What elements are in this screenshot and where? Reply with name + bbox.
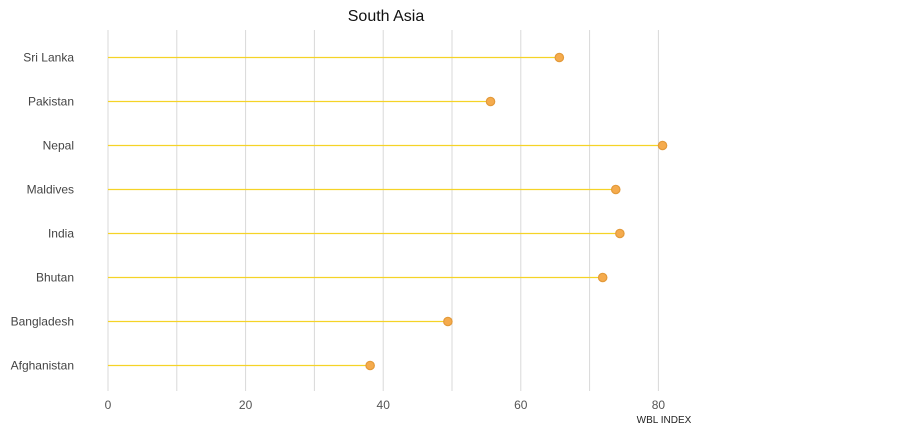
x-tick-label: 0	[105, 398, 112, 412]
category-label: Sri Lanka	[23, 51, 74, 65]
x-axis-title: WBL INDEX	[637, 415, 692, 426]
lollipop-stems	[108, 56, 663, 367]
lollipop-marker	[657, 140, 668, 151]
lollipop-marker	[610, 184, 621, 195]
x-tick-labels: 0 20 40 60 80	[105, 398, 666, 412]
lollipop-marker	[615, 228, 625, 239]
category-label: Afghanistan	[11, 359, 74, 373]
category-label: Nepal	[43, 139, 74, 153]
x-tick-label: 60	[514, 398, 528, 412]
lollipop-marker	[443, 316, 453, 327]
chart-title: South Asia	[348, 8, 425, 25]
lollipop-marker	[554, 52, 565, 63]
lollipop-marker	[485, 96, 496, 107]
category-label: Bhutan	[36, 271, 74, 285]
category-label: Maldives	[27, 183, 74, 197]
category-label: Bangladesh	[11, 315, 74, 329]
lollipop-marker	[597, 272, 608, 283]
gridlines	[107, 30, 659, 391]
x-tick-label: 20	[239, 398, 253, 412]
lollipop-markers	[365, 52, 668, 371]
lollipop-marker	[365, 360, 375, 371]
category-label: India	[48, 227, 74, 241]
x-tick-label: 80	[652, 398, 666, 412]
category-label: Pakistan	[28, 95, 74, 109]
category-labels: Sri Lanka Pakistan Nepal Maldives India Bhuta…	[11, 51, 75, 373]
x-tick-label: 40	[377, 398, 391, 412]
